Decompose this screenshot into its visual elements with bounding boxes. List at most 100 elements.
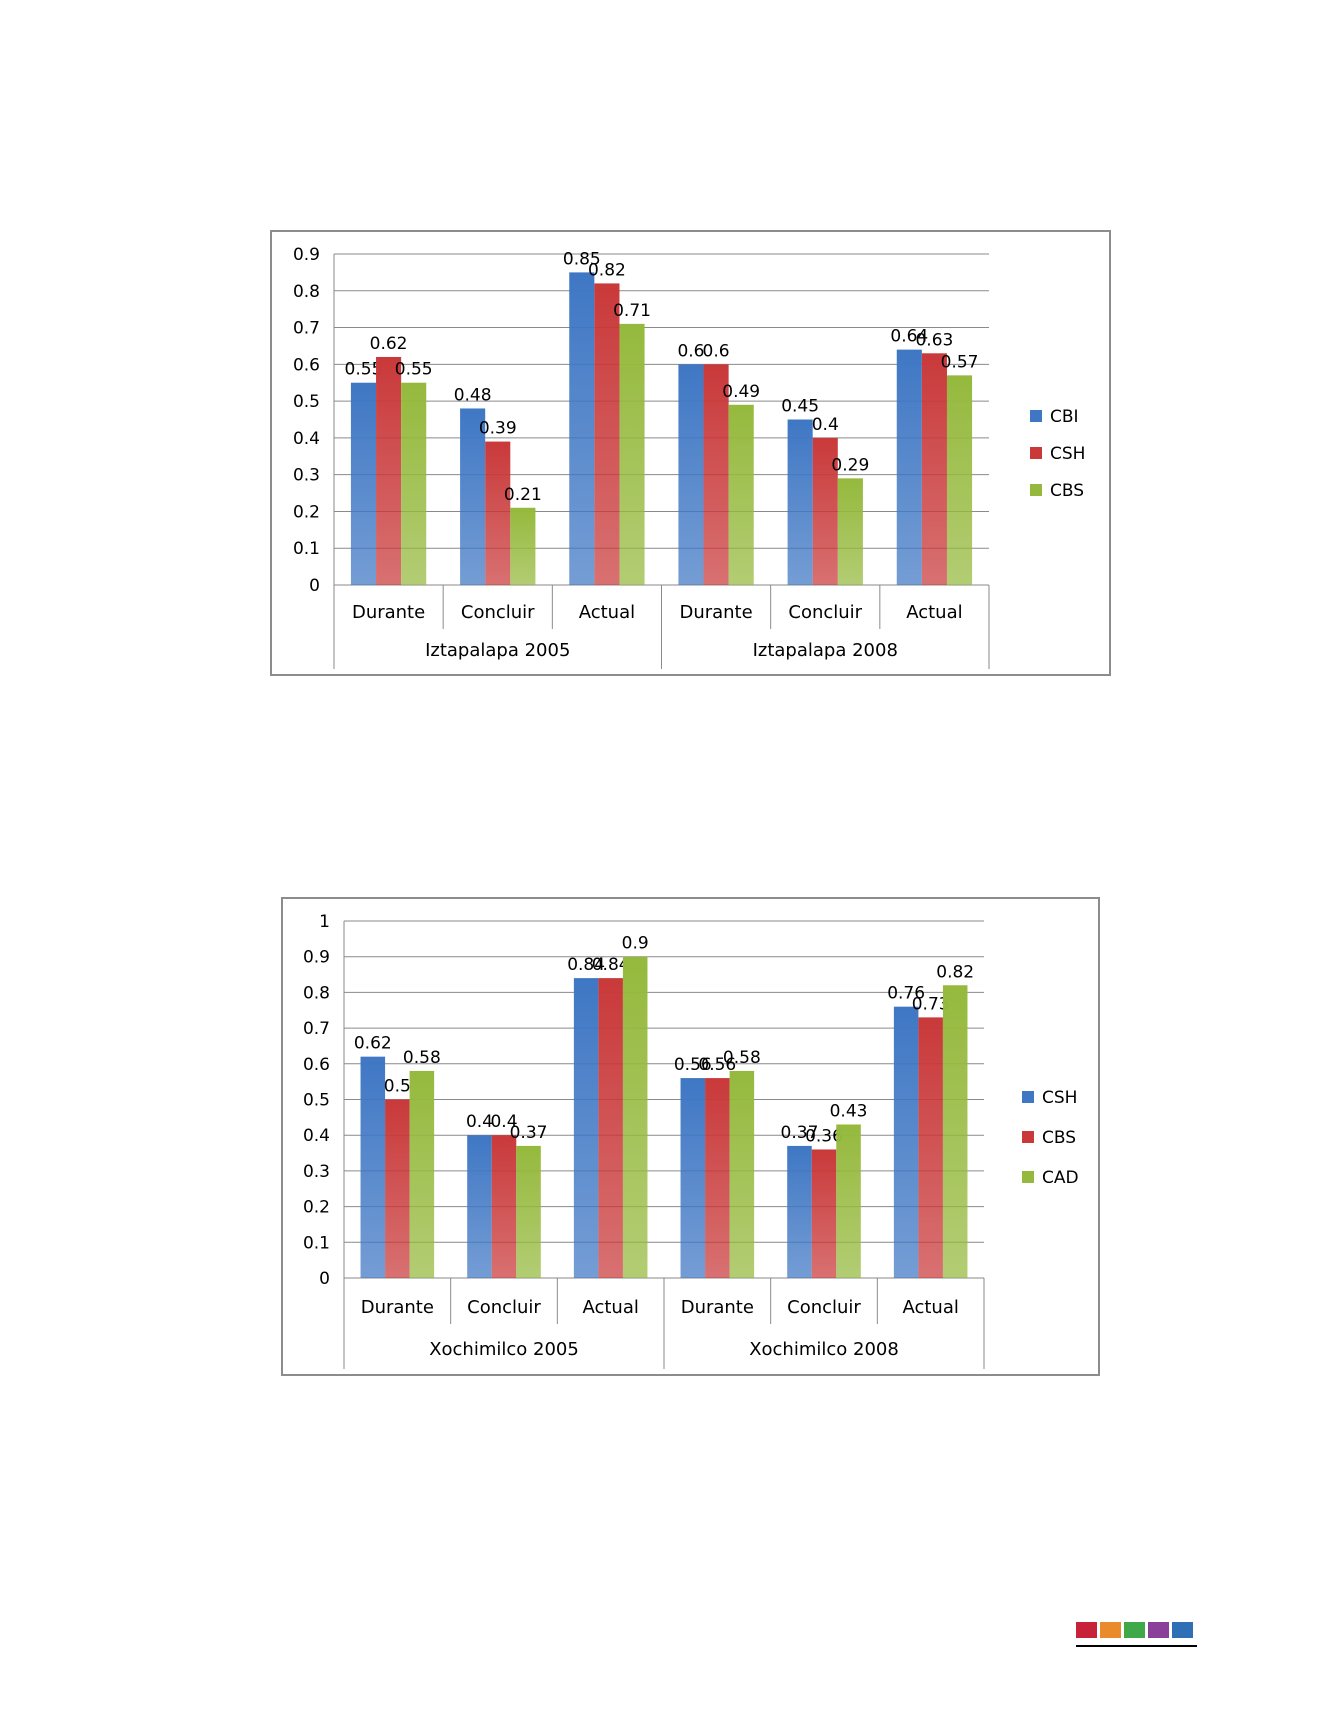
- y-tick-label: 0.5: [303, 1091, 330, 1111]
- legend-swatch-cbs: [1022, 1131, 1034, 1143]
- data-label: 0.63: [915, 330, 953, 350]
- data-label: 0.4: [812, 415, 839, 435]
- bar-cbs: [705, 1078, 730, 1278]
- y-tick-label: 0.7: [293, 319, 320, 339]
- data-label: 0.85: [563, 249, 601, 269]
- y-tick-label: 0.7: [303, 1019, 330, 1039]
- y-tick-label: 0.2: [293, 502, 320, 522]
- bar-cbi: [350, 382, 377, 585]
- footer-color-block: [1172, 1622, 1193, 1638]
- bar-cbs: [811, 1149, 837, 1278]
- bar-csh: [467, 1135, 492, 1278]
- legend-label: CBI: [1050, 407, 1079, 427]
- y-tick-label: 0.1: [303, 1233, 330, 1253]
- bar-csh: [921, 353, 947, 585]
- data-label: 0.37: [510, 1123, 548, 1143]
- bar-cbi: [569, 272, 595, 585]
- x-category-label: Actual: [582, 1297, 638, 1318]
- bar-csh: [485, 441, 511, 585]
- legend-swatch-cad: [1022, 1171, 1034, 1183]
- data-label: 0.21: [504, 485, 542, 505]
- y-tick-label: 0.4: [293, 429, 320, 449]
- data-label: 0.29: [831, 455, 869, 475]
- data-label: 0.62: [354, 1034, 392, 1054]
- data-label: 0.6: [677, 341, 704, 361]
- data-label: 0.84: [567, 955, 605, 975]
- bar-csh: [787, 1145, 812, 1278]
- footer-color-strip: [1076, 1622, 1193, 1638]
- bar-cbs: [946, 375, 973, 585]
- data-label: 0.56: [674, 1055, 712, 1075]
- y-tick-label: 0.6: [303, 1055, 330, 1075]
- x-group-label: Iztapalapa 2005: [425, 640, 570, 661]
- x-group-label: Xochimilco 2005: [429, 1339, 579, 1360]
- legend-label: CAD: [1042, 1168, 1079, 1188]
- x-category-label: Concluir: [461, 602, 535, 623]
- data-label: 0.48: [454, 385, 492, 405]
- legend-swatch-cbs: [1030, 484, 1042, 496]
- data-label: 0.4: [490, 1112, 517, 1132]
- y-tick-label: 0.5: [293, 392, 320, 412]
- data-label: 0.73: [912, 994, 950, 1014]
- data-label: 0.45: [781, 397, 819, 417]
- footer-color-block: [1148, 1622, 1169, 1638]
- data-label: 0.4: [466, 1112, 493, 1132]
- data-label: 0.9: [622, 934, 649, 954]
- x-category-label: Concluir: [787, 1297, 861, 1318]
- bar-cbs: [510, 507, 536, 585]
- y-tick-label: 0.3: [303, 1162, 330, 1182]
- data-label: 0.36: [805, 1126, 843, 1146]
- y-tick-label: 0.2: [303, 1198, 330, 1218]
- footer-color-block: [1100, 1622, 1121, 1638]
- bar-csh: [376, 356, 402, 585]
- y-tick-label: 1: [319, 912, 330, 932]
- bar-cbs: [401, 382, 427, 585]
- data-label: 0.39: [479, 419, 517, 439]
- bar-csh: [703, 364, 729, 585]
- bar-cad: [409, 1070, 435, 1278]
- data-label: 0.5: [384, 1077, 411, 1097]
- bar-cbs: [728, 404, 754, 585]
- y-tick-label: 0.9: [303, 948, 330, 968]
- data-label: 0.37: [781, 1123, 819, 1143]
- bar-cbs: [918, 1017, 943, 1278]
- bar-csh: [573, 978, 599, 1278]
- bar-cbs: [385, 1099, 410, 1278]
- y-tick-label: 0.3: [293, 466, 320, 486]
- x-category-label: Durante: [352, 602, 425, 623]
- x-group-label: Xochimilco 2008: [749, 1339, 899, 1360]
- bar-cbs: [837, 478, 863, 585]
- data-label: 0.6: [703, 341, 730, 361]
- legend-label: CBS: [1050, 481, 1084, 501]
- x-category-label: Actual: [906, 602, 962, 623]
- x-category-label: Concluir: [467, 1297, 541, 1318]
- bar-csh: [594, 283, 620, 585]
- bar-cad: [836, 1124, 861, 1278]
- data-label: 0.71: [613, 301, 651, 321]
- footer-rule: [1076, 1645, 1197, 1647]
- bar-cbs: [598, 978, 623, 1278]
- legend-swatch-csh: [1030, 447, 1042, 459]
- data-label: 0.82: [936, 962, 974, 982]
- footer-color-block: [1076, 1622, 1097, 1638]
- data-label: 0.43: [830, 1101, 868, 1121]
- bar-cad: [622, 956, 648, 1278]
- x-category-label: Durante: [361, 1297, 434, 1318]
- chart-iztapalapa-svg: 0 0.1 0.2 0.3 0.4 0.5 0.6 0.7 0.8 0.9 Durante Concl…: [293, 245, 1085, 669]
- y-tick-label: 0.8: [303, 983, 330, 1003]
- x-category-label: Actual: [579, 602, 635, 623]
- bar-csh: [680, 1078, 706, 1278]
- data-label: 0.76: [887, 984, 925, 1004]
- legend-label: CSH: [1050, 444, 1085, 464]
- bar-cbi: [460, 408, 486, 585]
- footer-color-block: [1124, 1622, 1145, 1638]
- bar-csh: [360, 1056, 386, 1278]
- x-category-label: Durante: [681, 1297, 754, 1318]
- y-tick-label: 0.4: [303, 1126, 330, 1146]
- y-tick-label: 0: [319, 1269, 330, 1289]
- data-label: 0.55: [345, 360, 383, 380]
- chart-xochimilco: 0 0.1 0.2 0.3 0.4 0.5 0.6 0.7 0.8 0.9 1 Durante Conc…: [281, 897, 1100, 1376]
- x-category-label: Concluir: [788, 602, 862, 623]
- legend-swatch-cbi: [1030, 410, 1042, 422]
- data-label: 0.82: [588, 260, 626, 280]
